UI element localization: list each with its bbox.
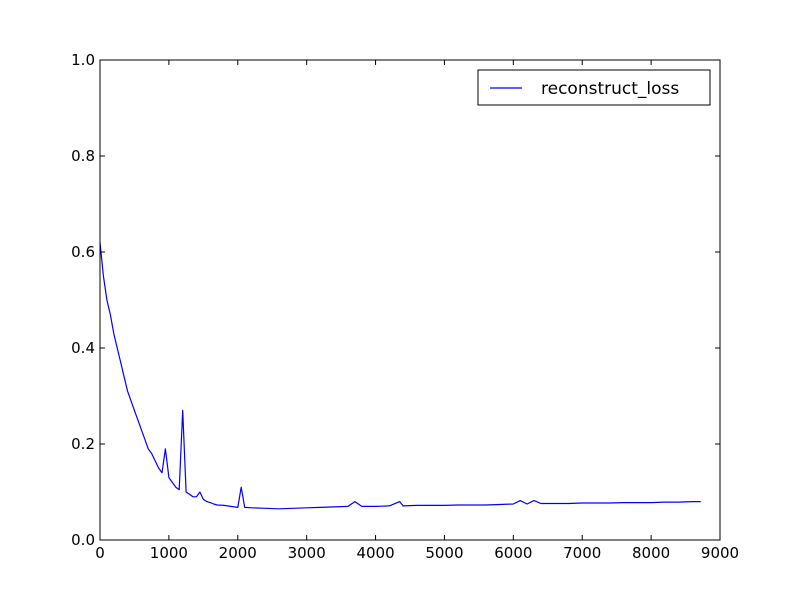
legend: reconstruct_loss [477, 69, 711, 106]
x-tick-label: 4000 [356, 544, 394, 562]
x-tick-label: 2000 [219, 544, 257, 562]
y-tick-label: 0.8 [71, 147, 95, 165]
x-tick-label: 3000 [288, 544, 326, 562]
x-tick-label: 8000 [632, 544, 670, 562]
x-tick-label: 9000 [701, 544, 739, 562]
plot-frame [99, 59, 721, 541]
x-tick-label: 1000 [150, 544, 188, 562]
series-layer [99, 242, 701, 510]
x-tick-label: 0 [95, 544, 105, 562]
y-tick-label: 0.0 [71, 531, 95, 549]
plot-area [100, 60, 720, 540]
ticks-layer: 0 1000 2000 3000 4000 5000 6000 7000 8000 9000 0.0… [71, 51, 739, 562]
x-tick-label: 7000 [563, 544, 601, 562]
series-line-reconstruct_loss [99, 242, 701, 510]
x-tick-label: 5000 [425, 544, 463, 562]
x-tick-label: 6000 [494, 544, 532, 562]
legend-label: reconstruct_loss [541, 79, 679, 99]
y-tick-label: 0.6 [71, 243, 95, 261]
y-tick-label: 1.0 [71, 51, 95, 69]
y-tick-label: 0.4 [71, 339, 95, 357]
y-tick-label: 0.2 [71, 435, 95, 453]
